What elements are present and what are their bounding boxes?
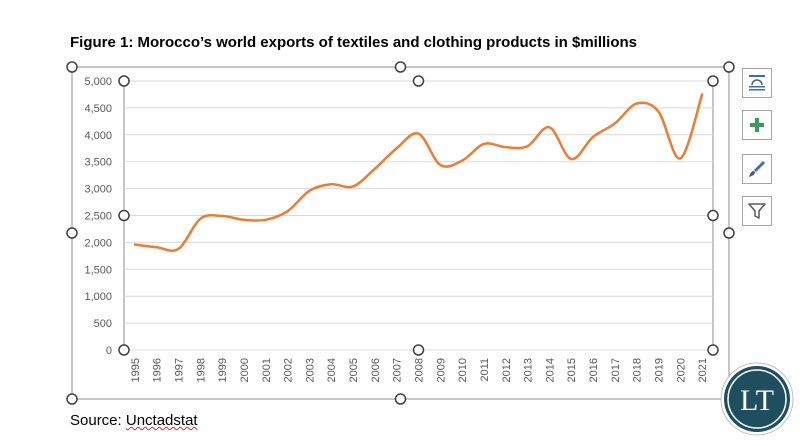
plot-area-handle[interactable] (412, 75, 425, 87)
chart-filters-button[interactable] (742, 196, 772, 226)
x-axis-tick-labels: 1995 1996 1997 1998 1999 2000 2001 2002 2003 2004… (130, 358, 709, 382)
x-tick-label: 2003 (304, 358, 316, 382)
chart-area-frame[interactable] (71, 66, 730, 400)
y-tick-label: 500 (94, 318, 112, 330)
x-tick-label: 2016 (588, 358, 600, 382)
plot-area-handle[interactable] (707, 209, 719, 222)
x-tick-label: 2019 (653, 358, 665, 382)
chart-elements-button[interactable] (742, 110, 772, 140)
chart-title: Figure 1: Morocco’s world exports of tex… (70, 34, 638, 51)
x-tick-label: 2001 (261, 358, 273, 382)
y-tick-label: 3,000 (84, 184, 112, 196)
chart-styles-button[interactable] (742, 154, 772, 184)
chart-layout-icon (749, 75, 765, 91)
x-tick-label: 2014 (544, 358, 556, 382)
chart-layout-button[interactable] (742, 68, 772, 98)
y-tick-label: 3,500 (84, 157, 112, 169)
lt-logo-text: LT (740, 384, 774, 417)
x-tick-label: 1995 (130, 358, 142, 382)
x-tick-label: 1999 (217, 358, 229, 382)
plot-area-handle[interactable] (118, 75, 130, 87)
x-tick-label: 2021 (697, 358, 709, 382)
source-note: Source: Unctadstat (70, 412, 198, 429)
x-tick-label: 2012 (501, 358, 513, 382)
x-tick-label: 2004 (326, 358, 338, 382)
y-tick-label: 4,000 (84, 130, 112, 142)
plot-area-handle[interactable] (118, 209, 130, 222)
x-tick-label: 2007 (392, 358, 404, 382)
x-tick-label: 2000 (239, 358, 251, 382)
x-tick-label: 2005 (348, 358, 360, 382)
chart-area-handle[interactable] (394, 61, 407, 73)
x-tick-label: 1996 (152, 358, 164, 382)
source-name: Unctadstat (125, 412, 198, 429)
x-tick-label: 1998 (195, 358, 207, 382)
plot-area-handle[interactable] (118, 344, 130, 356)
y-tick-label: 2,000 (84, 237, 112, 249)
x-tick-label: 2009 (435, 358, 447, 382)
chart-area-handle[interactable] (394, 393, 407, 405)
y-tick-label: 0 (106, 345, 112, 357)
x-tick-label: 2017 (610, 358, 622, 382)
chart-elements-icon (750, 118, 764, 132)
chart-area-handle[interactable] (66, 227, 78, 239)
x-tick-label: 2006 (370, 358, 382, 382)
x-tick-label: 2020 (675, 358, 687, 382)
series-line-exports[interactable] (133, 93, 704, 252)
x-tick-label: 2013 (523, 358, 535, 382)
y-tick-label: 4,500 (84, 103, 112, 115)
chart-area-handle[interactable] (723, 227, 735, 239)
y-tick-label: 1,500 (84, 264, 112, 276)
chart-styles-icon (749, 161, 765, 177)
chart-area-handle[interactable] (66, 393, 78, 405)
selection-handles (66, 61, 735, 405)
x-tick-label: 2018 (632, 358, 644, 382)
chart-area-handle[interactable] (66, 61, 78, 73)
chart-area-handle[interactable] (723, 61, 735, 73)
lt-logo: LT (720, 362, 794, 436)
y-tick-label: 5,000 (84, 76, 112, 88)
x-tick-label: 2010 (457, 358, 469, 382)
y-tick-label: 1,000 (84, 291, 112, 303)
y-tick-label: 2,500 (84, 211, 112, 223)
x-tick-label: 2008 (414, 358, 426, 382)
y-axis-tick-labels: 0 500 1,000 1,500 2,000 2,500 3,000 3,500 4,000 4… (84, 76, 112, 357)
x-tick-label: 2002 (283, 358, 295, 382)
x-tick-label: 2011 (479, 358, 491, 382)
x-tick-label: 2015 (566, 358, 578, 382)
chart-filters-icon (748, 203, 766, 219)
plot-area-handle[interactable] (412, 344, 425, 356)
plot-area-handle[interactable] (707, 75, 719, 87)
source-prefix: Source: (70, 412, 126, 429)
x-tick-label: 1997 (174, 358, 186, 382)
plot-area-handle[interactable] (707, 344, 719, 356)
